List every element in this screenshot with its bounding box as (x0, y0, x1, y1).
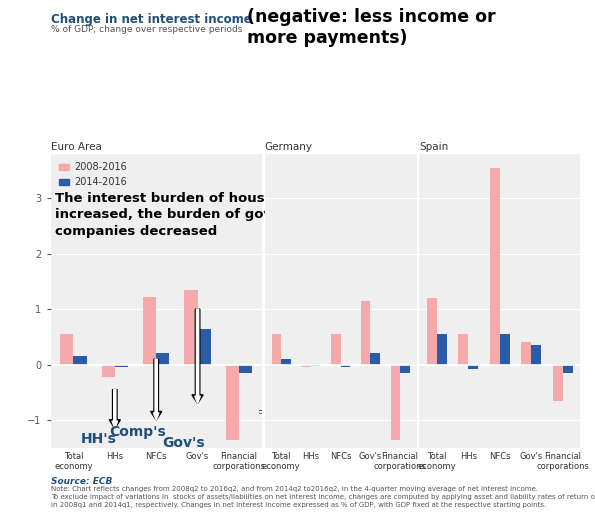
Bar (311, 365, 321, 366)
Bar (156, 354, 170, 365)
Bar (370, 354, 380, 365)
Bar (500, 334, 510, 365)
FancyArrow shape (192, 309, 203, 403)
Bar (400, 365, 409, 373)
Text: Source: ECB: Source: ECB (51, 477, 112, 486)
Text: Change in net interest income: Change in net interest income (51, 13, 251, 26)
Text: Note: Chart reflects changes from 2008q2 to 2016q2, and from 2014q2 to2016q2, in: Note: Chart reflects changes from 2008q2… (51, 486, 595, 508)
Text: Gov's: Gov's (162, 436, 205, 449)
Bar (60, 334, 73, 365)
Bar (73, 356, 87, 365)
Text: Germany: Germany (265, 142, 313, 152)
Bar (531, 345, 541, 365)
Bar (281, 359, 291, 365)
Text: The interest burden of households
increased, the burden of gov's and
companies d: The interest burden of households increa… (55, 192, 317, 238)
Text: HH's: HH's (81, 432, 117, 446)
Bar (331, 334, 340, 365)
Text: Banks: Banks (291, 405, 338, 419)
Bar (226, 365, 239, 439)
Text: Comp's: Comp's (109, 425, 166, 438)
Bar (490, 167, 500, 365)
Bar (198, 329, 211, 365)
Text: % of GDP; change over respective periods: % of GDP; change over respective periods (51, 25, 242, 34)
Bar (102, 365, 115, 377)
Bar (361, 301, 370, 365)
Bar (239, 365, 252, 373)
Bar (521, 342, 531, 365)
FancyArrow shape (195, 309, 201, 403)
Bar (340, 365, 350, 367)
Text: Spain: Spain (419, 142, 449, 152)
Bar (553, 365, 563, 401)
Bar (437, 334, 447, 365)
Bar (468, 365, 478, 369)
Bar (302, 365, 311, 367)
Bar (115, 365, 128, 367)
Text: Euro Area: Euro Area (51, 142, 102, 152)
Bar (427, 298, 437, 365)
Bar (272, 334, 281, 365)
Legend: 2008-2016, 2014-2016: 2008-2016, 2014-2016 (55, 158, 130, 191)
Bar (563, 365, 573, 373)
FancyArrow shape (151, 359, 162, 420)
Text: (negative: less income or
more payments): (negative: less income or more payments) (247, 8, 496, 48)
Bar (390, 365, 400, 439)
FancyArrow shape (259, 409, 289, 415)
Bar (458, 334, 468, 365)
FancyArrow shape (112, 390, 118, 428)
Bar (184, 290, 198, 365)
Bar (143, 297, 156, 365)
FancyArrow shape (154, 359, 159, 420)
FancyArrow shape (109, 390, 120, 428)
FancyArrow shape (259, 410, 288, 414)
